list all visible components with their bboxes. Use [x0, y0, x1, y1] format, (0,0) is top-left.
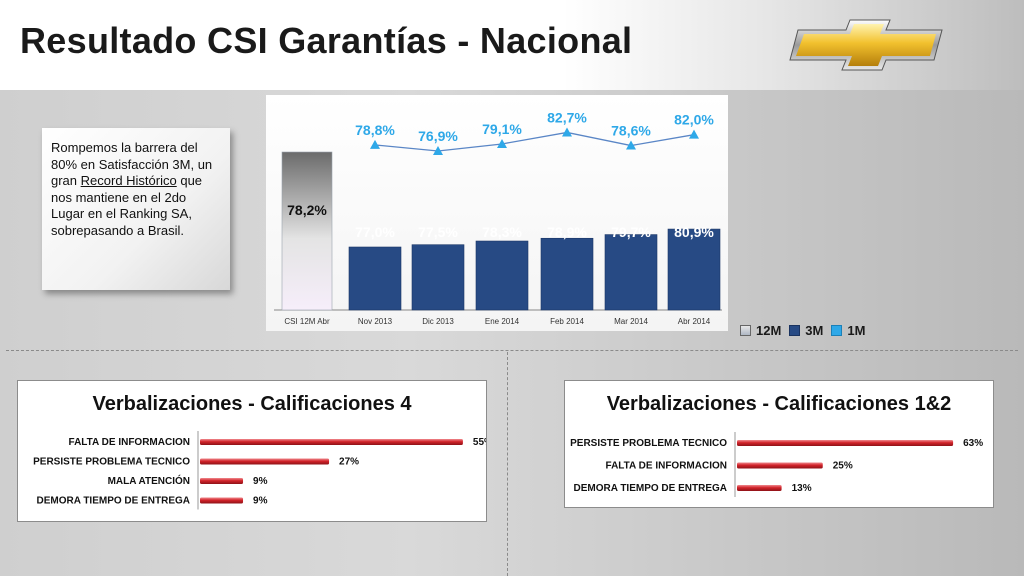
bar-label-12m: 78,2% — [287, 202, 327, 218]
category-label: DEMORA TIEMPO DE ENTREGA — [36, 496, 190, 507]
section-divider-horizontal — [6, 350, 1018, 351]
hbar — [737, 440, 954, 446]
verbalizaciones-cal4-chart: FALTA DE INFORMACION 55% PERSISTE PROBLEMA… — [33, 431, 487, 510]
legend-swatch-3m — [789, 324, 801, 336]
page-title: Resultado CSI Garantías - Nacional — [20, 20, 633, 61]
marker-1m — [626, 140, 636, 150]
hbar — [737, 485, 782, 491]
x-tick-label: Nov 2013 — [358, 317, 393, 326]
commentary-link-record: Record Histórico — [80, 173, 177, 188]
marker-1m — [689, 129, 699, 139]
bar-label-3m: 78,3% — [482, 224, 522, 240]
hbar — [200, 497, 244, 504]
value-label: 9% — [253, 476, 268, 487]
marker-1m — [497, 138, 507, 148]
line-1m — [374, 131, 695, 152]
bar-3m — [411, 244, 465, 311]
data-label-1m: 82,7% — [547, 109, 587, 125]
legend-swatch-12m — [740, 324, 751, 336]
bar-12m — [281, 151, 333, 311]
commentary-box: Rompemos la barrera del 80% en Satisfacc… — [42, 128, 230, 290]
category-label: PERSISTE PROBLEMA TECNICO — [570, 438, 727, 449]
commentary-text-1: Rompemos la barrera del 80% en Satisfacc… — [51, 140, 213, 188]
bar-3m — [604, 234, 658, 311]
category-label: FALTA DE INFORMACION — [606, 461, 727, 472]
bar-3m — [475, 240, 529, 311]
value-label: 27% — [339, 457, 359, 468]
x-tick-label: Dic 2013 — [422, 317, 454, 326]
verbalizaciones-cal4-panel: Verbalizaciones - Calificaciones 4 FALTA… — [17, 380, 487, 522]
bar-label-3m: 78,9% — [547, 224, 587, 240]
category-label: MALA ATENCIÓN — [108, 474, 190, 487]
data-label-1m: 78,6% — [611, 123, 651, 139]
chart-legend: 12M 3M 1M — [740, 320, 865, 340]
panel-title-cal4: Verbalizaciones - Calificaciones 4 — [92, 393, 412, 415]
marker-1m — [433, 146, 443, 155]
panel-title-cal12: Verbalizaciones - Calificaciones 1&2 — [606, 393, 952, 415]
hbar — [200, 458, 330, 465]
category-label: FALTA DE INFORMACION — [69, 437, 190, 448]
value-label: 25% — [833, 461, 853, 472]
category-label: DEMORA TIEMPO DE ENTREGA — [573, 483, 727, 494]
csi-bar-line-chart: 78,2% CSI 12M Abr 77,0% Nov 2013 77,5% Dic 20… — [274, 109, 722, 326]
legend-swatch-1m — [831, 324, 843, 336]
bar-label-3m: 80,9% — [674, 224, 714, 240]
x-tick-label: Ene 2014 — [485, 317, 520, 326]
section-divider-vertical — [507, 352, 508, 576]
bar-label-3m: 79,7% — [611, 224, 651, 240]
marker-1m — [370, 139, 380, 149]
verbalizaciones-cal12-panel: Verbalizaciones - Calificaciones 1&2 PER… — [564, 380, 994, 508]
bar-3m — [667, 228, 721, 311]
marker-1m — [562, 127, 572, 137]
commentary-text-2: que nos mantiene en el 2do Lugar en el R… — [51, 173, 203, 238]
bar-3m — [348, 246, 402, 311]
legend-label-12m: 12M — [756, 322, 782, 338]
value-label: 63% — [963, 438, 983, 449]
value-label: 55% — [473, 437, 487, 448]
hbar — [200, 439, 463, 445]
x-tick-label: Abr 2014 — [678, 317, 711, 326]
legend-label-1m: 1M — [847, 322, 866, 338]
x-tick-label: CSI 12M Abr — [284, 317, 330, 326]
value-label: 9% — [253, 496, 268, 507]
data-label-1m: 78,8% — [355, 122, 395, 138]
category-label: PERSISTE PROBLEMA TECNICO — [33, 457, 190, 468]
value-label: 13% — [792, 483, 812, 494]
data-label-1m: 76,9% — [418, 128, 458, 144]
x-tick-label: Feb 2014 — [550, 317, 584, 326]
verbalizaciones-cal12-chart: PERSISTE PROBLEMA TECNICO 63% FALTA DE INF… — [570, 432, 983, 497]
data-label-1m: 82,0% — [674, 112, 714, 128]
bar-3m — [540, 237, 594, 311]
x-tick-label: Mar 2014 — [614, 317, 648, 326]
chevrolet-bowtie-logo — [789, 19, 943, 71]
bar-label-3m: 77,0% — [355, 224, 395, 240]
bar-label-3m: 77,5% — [418, 224, 458, 240]
hbar — [200, 478, 244, 484]
hbar — [737, 462, 823, 469]
legend-label-3m: 3M — [805, 322, 824, 338]
data-label-1m: 79,1% — [482, 121, 522, 137]
